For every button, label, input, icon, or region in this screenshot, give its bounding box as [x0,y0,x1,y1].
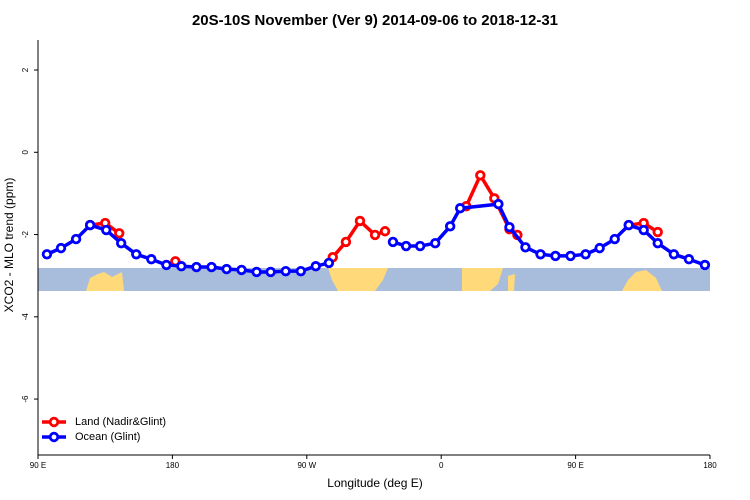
data-point [70,233,82,245]
x-tick-label: 90 W [297,461,316,470]
data-point [101,224,112,236]
y-tick-label: -6 [21,395,30,403]
data-point [400,240,412,252]
data-point [295,265,307,277]
data-point [114,228,125,239]
data-point [55,242,67,254]
data-point [623,219,634,231]
surface-band [38,268,710,291]
land-patch [622,270,662,291]
legend-label: Land (Nadir&Glint) [75,416,166,428]
data-point [191,261,202,273]
data-point [683,254,695,265]
land-patch [462,268,503,291]
data-point [475,170,486,181]
y-axis-label: XCO2 - MLO trend (ppm) [2,178,16,313]
y-tick-label: -4 [21,313,30,321]
data-point [265,266,276,278]
data-point [609,233,620,245]
data-point [454,203,466,214]
data-point [668,249,680,260]
land-patch [328,268,388,291]
data-point [146,254,157,265]
data-point [444,221,456,232]
data-point [131,249,142,260]
data-point [221,263,232,275]
data-point [161,259,172,271]
data-point [236,264,247,276]
x-tick-label: 90 E [30,461,46,470]
data-point [379,226,391,237]
x-axis-label: Longitude (deg E) [327,476,422,490]
data-point [493,198,504,210]
data-point [580,249,591,260]
x-tick-label: 90 E [567,461,583,470]
y-tick-label: -2 [21,230,30,238]
data-point [565,250,576,262]
data-point [414,240,426,252]
chart-title: 20S-10S November (Ver 9) 2014-09-06 to 2… [192,12,558,29]
data-point [504,221,515,233]
series-line [89,173,659,259]
data-point [340,236,352,248]
data-point [310,261,321,272]
data-point [652,226,663,238]
data-point [387,236,399,248]
data-point [520,242,531,253]
data-point [206,261,217,273]
legend-label: Ocean (Glint) [75,431,140,443]
legend-marker [48,431,60,443]
data-point [550,250,561,262]
data-point [369,229,381,241]
data-point [699,259,711,271]
x-tick-label: 0 [439,461,444,470]
land-patch [508,274,515,291]
data-point [176,261,187,272]
data-point [430,237,441,249]
land-patch [86,272,124,291]
data-point [652,237,663,249]
data-point [41,249,53,260]
data-point [280,265,291,277]
data-point [354,215,366,227]
x-tick-label: 180 [166,461,180,470]
data-point [638,224,649,236]
y-tick-label: 0 [21,150,30,155]
x-tick-label: 180 [703,461,717,470]
y-tick-label: 2 [21,67,30,72]
data-point [535,249,546,260]
data-point [323,257,335,269]
legend-marker [48,416,60,428]
data-point [594,242,605,254]
data-point [251,266,262,278]
data-point [84,219,96,231]
data-point [115,237,127,249]
